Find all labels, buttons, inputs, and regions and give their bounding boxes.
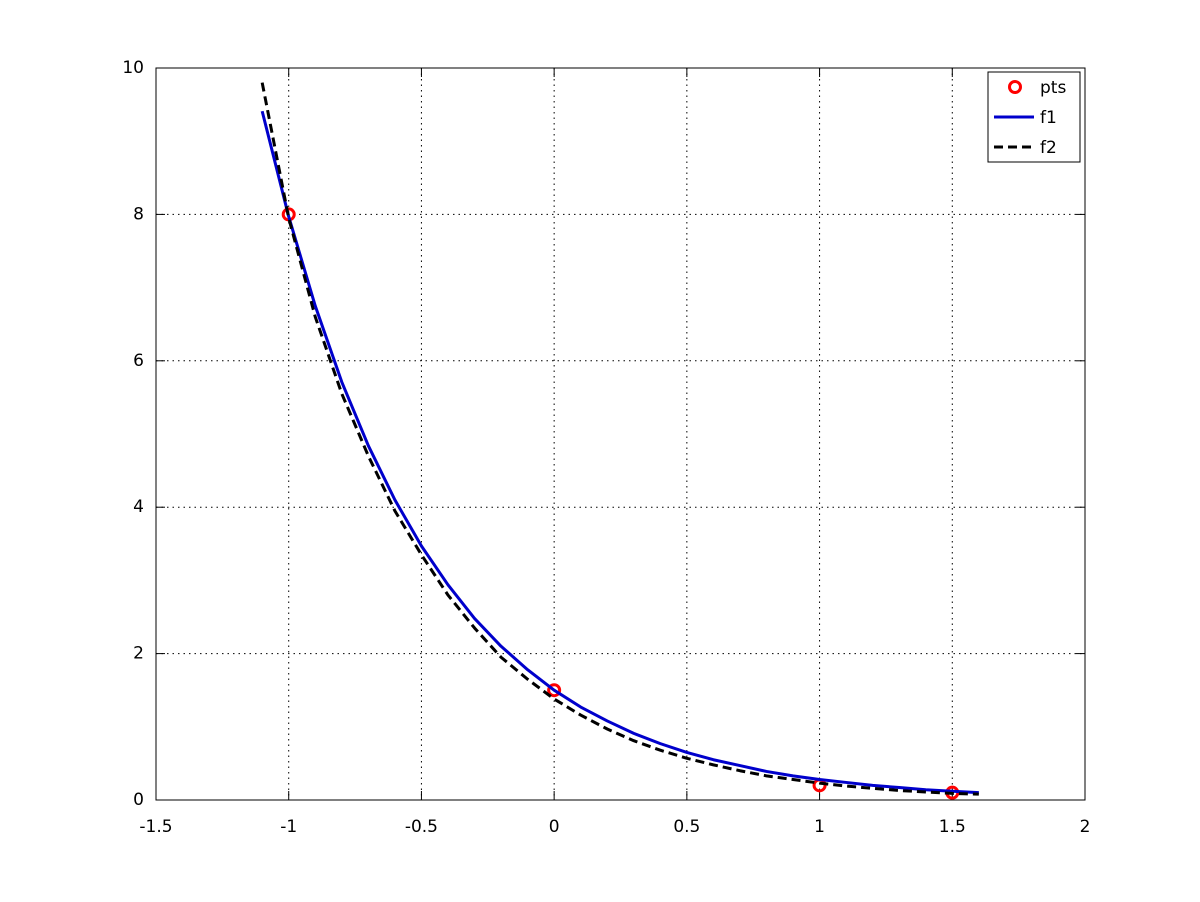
x-tick-label: 2	[1080, 817, 1091, 837]
point	[547, 683, 562, 698]
y-tick-label: 2	[133, 644, 144, 664]
legend-label: f1	[1040, 108, 1057, 128]
x-tick-label: 1.5	[939, 817, 966, 837]
legend-label: f2	[1040, 138, 1057, 158]
x-tick-label: -1	[280, 817, 297, 837]
line	[260, 82, 979, 796]
y-tick-label: 4	[133, 497, 144, 517]
y-tick-label: 10	[122, 58, 144, 78]
legend-swatch	[1008, 80, 1022, 94]
y-tick-label: 6	[133, 351, 144, 371]
legend-label: pts	[1040, 78, 1066, 98]
x-tick-label: -1.5	[139, 817, 172, 837]
x-tick-label: 1	[814, 817, 825, 837]
line	[260, 110, 979, 795]
y-tick-label: 8	[133, 204, 144, 224]
x-tick-label: -0.5	[405, 817, 438, 837]
y-tick-label: 0	[133, 790, 144, 810]
axes-box	[155, 67, 1086, 801]
x-tick-label: 0.5	[673, 817, 700, 837]
x-tick-label: 0	[549, 817, 560, 837]
